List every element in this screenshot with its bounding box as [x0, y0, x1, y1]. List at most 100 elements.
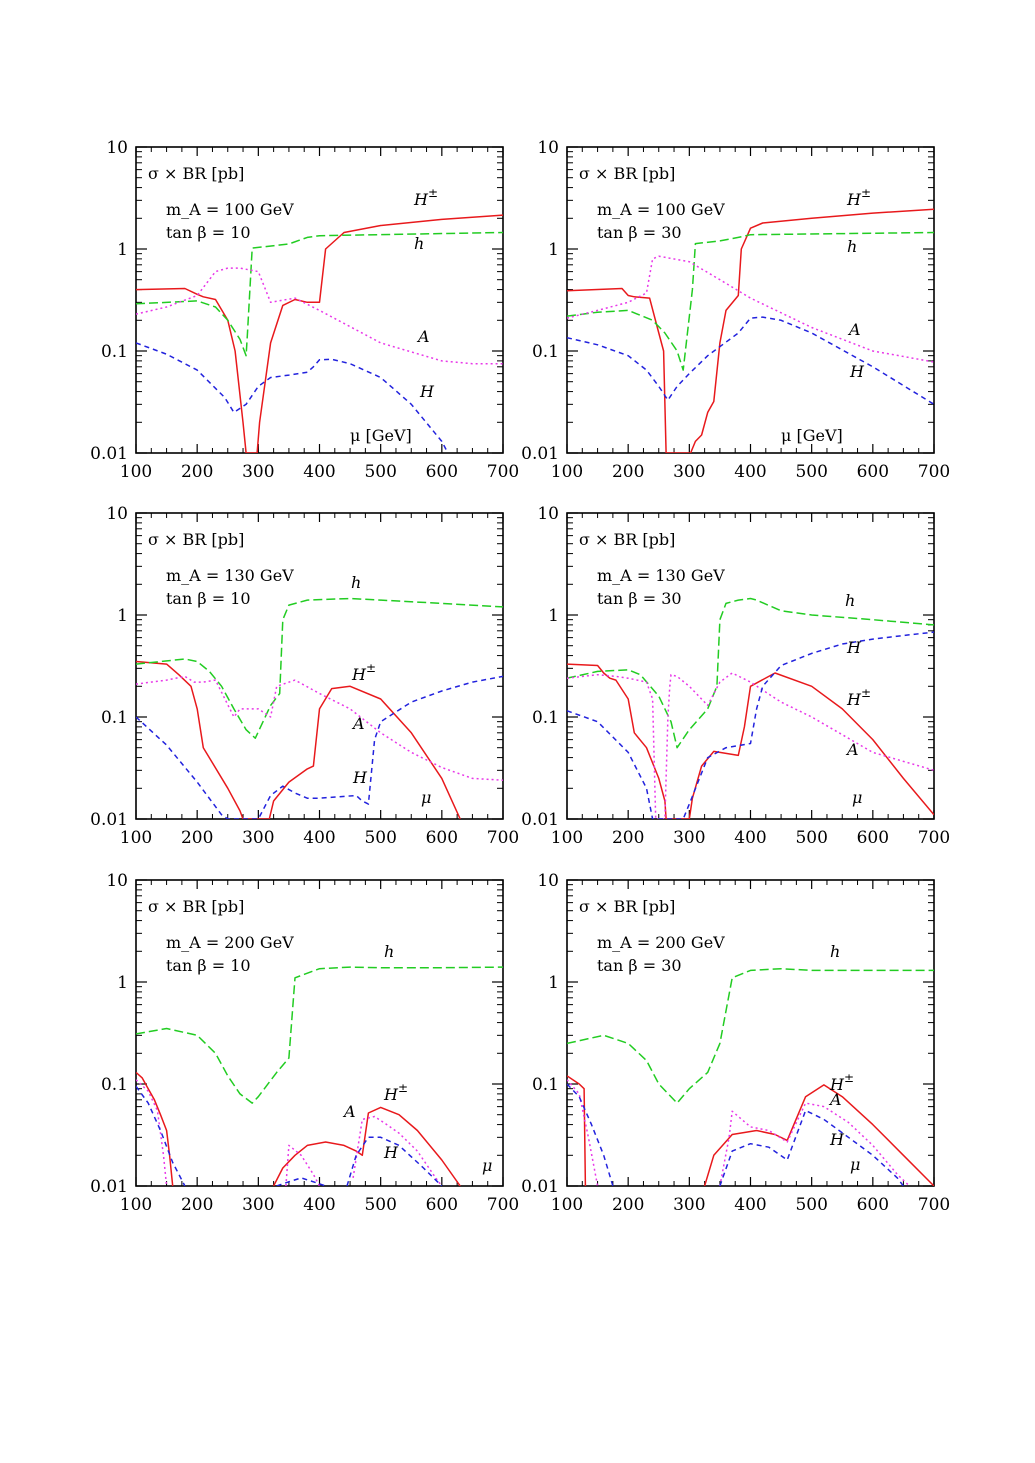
curve-label: H± — [846, 686, 871, 709]
y-tick-label: 1 — [548, 973, 559, 993]
series-group — [567, 208, 934, 453]
x-tick-label: 100 — [551, 462, 583, 482]
x-tick-label: 200 — [612, 462, 644, 482]
x-tick-label: 500 — [364, 828, 396, 848]
series-a-line — [136, 267, 503, 365]
y-tick-label: 0.01 — [90, 444, 128, 464]
x-tick-label: 500 — [795, 828, 827, 848]
x-tick-label: 300 — [242, 828, 274, 848]
chart-panel-6: 100 200 300 400 500 600 700 0.01 0.1 1 10 σ × BR [p… — [521, 871, 950, 1215]
curve-label: A — [351, 714, 365, 733]
y-tick-label: 0.01 — [521, 444, 559, 464]
series-h-heavy-line — [567, 316, 934, 405]
series-h-heavy-line — [567, 631, 934, 819]
curve-label: A — [845, 740, 859, 759]
series-h-charged-line — [272, 1106, 461, 1186]
x-tick-label: 100 — [551, 828, 583, 848]
x-tick-label: 100 — [551, 1195, 583, 1215]
mu-label: μ — [421, 788, 431, 807]
y-axis-label: σ × BR [pb] — [148, 897, 244, 916]
x-tick-label: 100 — [120, 462, 152, 482]
mass-annotation: m_A = 100 GeV — [597, 200, 725, 219]
y-tick-label: 1 — [117, 973, 128, 993]
x-tick-label: 300 — [242, 462, 274, 482]
series-a-line — [285, 1144, 321, 1186]
curve-label: h — [351, 573, 361, 592]
series-a-line — [567, 255, 934, 363]
x-tick-label: 400 — [303, 1195, 335, 1215]
y-tick-label: 10 — [106, 871, 128, 891]
x-tick-label: 400 — [734, 828, 766, 848]
plot-frame — [135, 512, 504, 820]
series-a-line — [567, 1079, 599, 1186]
y-axis-label: σ × BR [pb] — [579, 530, 675, 549]
mu-label: μ — [482, 1156, 492, 1175]
curve-label: H± — [351, 661, 376, 684]
series-h-heavy-line — [346, 1136, 443, 1186]
y-tick-label: 1 — [117, 606, 128, 626]
tanbeta-annotation: tan β = 10 — [166, 956, 251, 975]
y-tick-label: 1 — [117, 240, 128, 260]
series-group — [567, 967, 934, 1186]
series-h-light-line — [567, 231, 934, 371]
y-tick-label: 1 — [548, 606, 559, 626]
curve-label: h — [414, 234, 424, 253]
series-h-light-line — [136, 966, 503, 1104]
x-tick-label: 400 — [734, 1195, 766, 1215]
x-tick-label: 200 — [181, 828, 213, 848]
series-h-light-line — [567, 597, 934, 749]
x-tick-label: 400 — [303, 828, 335, 848]
tanbeta-annotation: tan β = 30 — [597, 956, 682, 975]
x-tick-label: 600 — [857, 462, 889, 482]
x-axis-label: μ [GeV] — [781, 426, 843, 445]
curve-label: A — [828, 1090, 842, 1109]
series-h-light-line — [136, 231, 503, 357]
x-tick-label: 700 — [487, 1195, 519, 1215]
x-tick-label: 700 — [918, 1195, 950, 1215]
x-tick-label: 200 — [181, 462, 213, 482]
tanbeta-annotation: tan β = 30 — [597, 223, 682, 242]
plot-frame — [566, 146, 935, 454]
plot-frame — [566, 879, 935, 1187]
x-tick-label: 300 — [673, 462, 705, 482]
y-tick-label: 0.01 — [90, 1177, 128, 1197]
curve-label: A — [342, 1102, 356, 1121]
x-tick-label: 500 — [364, 462, 396, 482]
series-group — [567, 597, 934, 819]
series-h-charged-line — [136, 660, 461, 819]
x-tick-label: 700 — [918, 828, 950, 848]
y-tick-label: 10 — [106, 504, 128, 524]
y-tick-label: 0.1 — [101, 708, 128, 728]
curve-label: A — [416, 327, 430, 346]
series-group — [136, 597, 503, 819]
curve-label: H± — [383, 1081, 408, 1104]
x-tick-label: 400 — [734, 462, 766, 482]
series-a-line — [352, 1115, 443, 1186]
series-h-heavy-line — [719, 1109, 904, 1186]
curve-label: H — [352, 768, 368, 787]
series-a-line — [719, 1102, 911, 1186]
x-tick-label: 400 — [303, 462, 335, 482]
y-tick-label: 0.1 — [101, 342, 128, 362]
x-tick-label: 600 — [426, 462, 458, 482]
curve-label: h — [384, 942, 394, 961]
series-h-light-line — [567, 967, 934, 1104]
series-group — [136, 214, 503, 453]
x-tick-label: 600 — [426, 828, 458, 848]
y-axis-label: σ × BR [pb] — [579, 897, 675, 916]
chart-panel-5: 100 200 300 400 500 600 700 0.01 0.1 1 10 σ × BR [p… — [90, 871, 519, 1215]
x-tick-label: 300 — [673, 828, 705, 848]
mu-label: μ — [852, 788, 862, 807]
mu-label: μ — [850, 1155, 860, 1174]
plot-frame — [135, 879, 504, 1187]
y-tick-label: 0.01 — [90, 810, 128, 830]
series-h-charged-line — [567, 208, 934, 453]
series-h-heavy-line — [136, 675, 503, 819]
curve-label: H± — [846, 186, 871, 209]
x-tick-label: 500 — [795, 1195, 827, 1215]
x-tick-label: 200 — [181, 1195, 213, 1215]
x-tick-label: 300 — [242, 1195, 274, 1215]
y-axis-label: σ × BR [pb] — [148, 530, 244, 549]
chart-panel-4: 100 200 300 400 500 600 700 0.01 0.1 1 10 σ × BR [p… — [521, 504, 950, 848]
